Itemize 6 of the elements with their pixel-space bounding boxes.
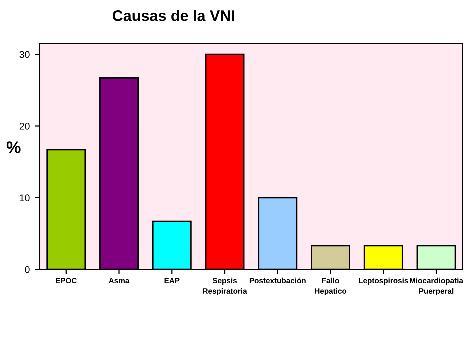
y-axis-title: % [6,142,21,154]
chart-title: Causas de la VNI [112,10,234,22]
y-tick-label: 20 [20,122,30,130]
y-tick-label: 0 [25,266,30,274]
y-tick-label: 10 [20,194,30,202]
y-tick-label: 30 [20,51,30,58]
